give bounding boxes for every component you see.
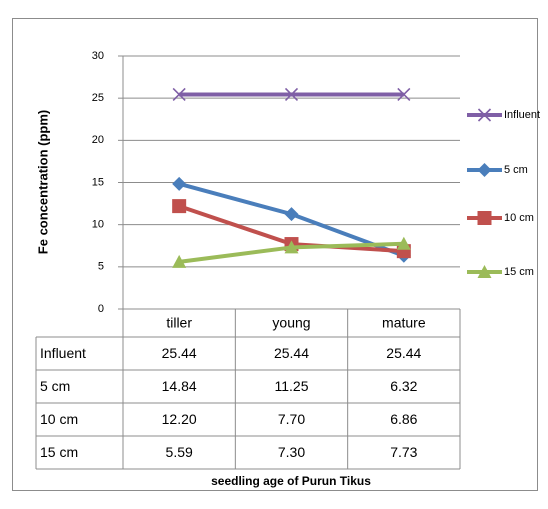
table-cell: 11.25 (275, 378, 309, 394)
data-point (396, 236, 411, 250)
table-cell: 25.44 (274, 345, 309, 361)
data-point (284, 87, 299, 102)
table-cell: 5.59 (166, 444, 193, 460)
table-cell: 6.86 (390, 411, 417, 427)
chart-border (12, 18, 538, 491)
y-tick-label: 15 (92, 176, 104, 188)
y-tick-label: 0 (98, 303, 104, 315)
y-tick-label: 5 (98, 261, 104, 273)
x-axis-label: seedling age of Purun Tikus (211, 474, 371, 488)
table-row-label: 15 cm (40, 444, 78, 460)
y-axis-label: Fe concentration (ppm) (35, 110, 50, 254)
table-cell: 7.30 (278, 444, 305, 460)
x-tick-label: tiller (166, 315, 192, 331)
table-cell: 12.20 (162, 411, 197, 427)
legend-label: 15 cm (504, 266, 534, 278)
data-point (284, 240, 299, 254)
legend-marker (477, 211, 492, 225)
table-row-label: 10 cm (40, 411, 78, 427)
x-tick-label: young (272, 315, 310, 331)
legend-marker (477, 108, 492, 122)
data-point (397, 87, 411, 102)
y-tick-label: 20 (92, 134, 104, 146)
legend-label: 10 cm (504, 212, 534, 224)
legend-marker (477, 163, 492, 177)
table-cell: 25.44 (162, 345, 197, 361)
data-point (172, 176, 187, 191)
y-tick-label: 10 (92, 219, 104, 231)
table-cell: 7.73 (390, 444, 417, 460)
table-cell: 6.32 (390, 378, 417, 394)
legend-label: Influent (504, 109, 540, 121)
x-tick-label: mature (382, 315, 426, 331)
table-row-label: 5 cm (40, 378, 70, 394)
table-row-label: Influent (40, 345, 86, 361)
table-cell: 7.70 (278, 411, 305, 427)
data-point (284, 207, 299, 222)
data-point (172, 199, 187, 214)
legend-label: 5 cm (504, 164, 528, 176)
data-point (172, 254, 187, 268)
data-point (172, 87, 186, 102)
legend-marker (477, 265, 492, 278)
table-cell: 25.44 (386, 345, 421, 361)
table-cell: 14.84 (162, 378, 197, 394)
y-tick-label: 25 (92, 92, 104, 104)
y-tick-label: 30 (92, 50, 104, 62)
